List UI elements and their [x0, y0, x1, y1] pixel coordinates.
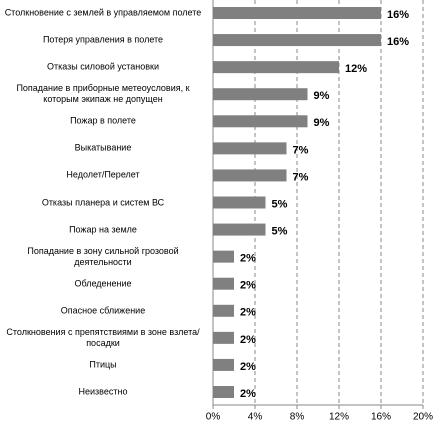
category-label: Попадание в зону сильной грозовой деятел… — [27, 245, 179, 267]
category-label: Пожар на земле — [69, 224, 137, 235]
value-label: 5% — [272, 198, 288, 210]
bar — [213, 277, 234, 290]
value-label: 2% — [240, 361, 256, 373]
value-label: 2% — [240, 253, 256, 265]
bar — [213, 34, 381, 47]
value-label: 5% — [272, 225, 288, 237]
bar — [213, 7, 381, 19]
category-label: Опасное сближение — [60, 305, 146, 316]
value-label: 7% — [293, 144, 309, 156]
category-label: Недолет/Перелет — [66, 169, 140, 180]
category-label: Птицы — [89, 359, 117, 370]
bar — [213, 88, 308, 101]
category-label: Столкновение с землей в управляемом поле… — [4, 7, 202, 18]
bar — [213, 142, 287, 155]
x-tick-label: 4% — [248, 412, 263, 423]
bar — [213, 304, 234, 317]
value-label: 7% — [293, 171, 309, 183]
category-label: Выкатывание — [74, 142, 132, 153]
value-label: 2% — [240, 388, 256, 400]
value-label: 2% — [240, 334, 256, 346]
value-label: 9% — [314, 90, 330, 102]
category-label: Обледенение — [74, 278, 132, 289]
value-label: 2% — [240, 307, 256, 319]
bar — [213, 331, 234, 344]
category-label: Неизвестно — [78, 386, 128, 397]
bar — [213, 169, 287, 182]
x-tick-label: 20% — [413, 412, 433, 423]
value-label: 12% — [345, 63, 367, 75]
bar — [213, 61, 339, 74]
x-tick-label: 16% — [371, 412, 391, 423]
bar — [213, 358, 234, 371]
category-label: Попадание в приборные метеоусловия, к ко… — [16, 83, 190, 105]
bar — [213, 386, 234, 398]
category-label: Пожар в полете — [70, 115, 136, 126]
x-tick-label: 8% — [290, 412, 305, 423]
value-label: 16% — [387, 36, 409, 48]
bar — [213, 250, 234, 263]
bar — [213, 115, 308, 128]
value-label: 9% — [314, 117, 330, 129]
x-tick-label: 12% — [329, 412, 349, 423]
value-label: 2% — [240, 280, 256, 292]
category-label: Потеря управления в полете — [42, 34, 164, 45]
bar — [213, 196, 266, 209]
category-label: Столкновения с препятствиями в зоне взле… — [6, 326, 200, 348]
category-label: Отказы планера и систем ВС — [41, 197, 165, 207]
category-label: Отказы силовой установки — [46, 61, 159, 72]
bar — [213, 223, 266, 236]
value-label: 16% — [387, 9, 409, 21]
x-tick-label: 0% — [206, 412, 221, 423]
